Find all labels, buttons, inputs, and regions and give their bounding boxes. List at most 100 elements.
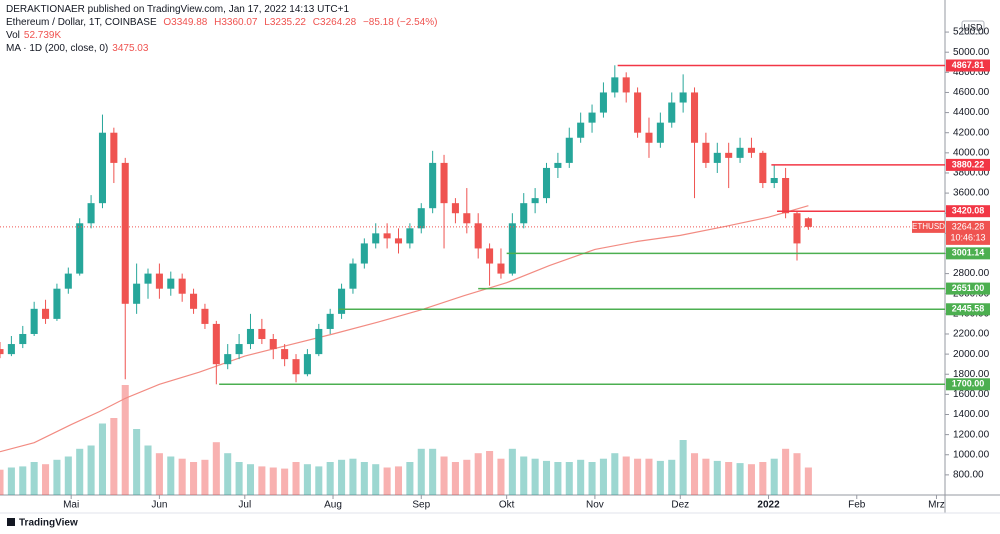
volume-bar — [429, 448, 437, 495]
candle-body — [599, 92, 607, 113]
volume-bar — [520, 456, 528, 495]
volume-bar — [64, 456, 72, 495]
candle-body — [372, 233, 380, 244]
volume-bar — [679, 440, 687, 495]
last-price: 3264.28 — [952, 221, 985, 231]
candle-body — [212, 323, 220, 365]
volume-bar — [98, 423, 106, 495]
volume-bar — [121, 385, 129, 495]
volume-bar — [144, 445, 152, 495]
x-tick-label: Okt — [499, 500, 515, 511]
x-tick-label: Dez — [671, 500, 689, 511]
candle-body — [702, 142, 710, 163]
volume-bar — [224, 453, 232, 495]
y-tick-label: 4000.00 — [953, 147, 990, 158]
volume-bar — [167, 456, 175, 495]
x-tick-label: Jun — [151, 500, 167, 511]
candle-body — [110, 132, 118, 163]
symbol-label: ETHUSD — [912, 222, 945, 231]
y-tick-label: 5000.00 — [953, 47, 990, 58]
volume-bar — [246, 464, 255, 495]
level-label-box — [946, 59, 990, 72]
candle-body — [770, 177, 778, 184]
change: −85.18 (−2.54%) — [362, 17, 438, 28]
candle-body — [360, 243, 368, 264]
y-tick-label: 5200.00 — [953, 27, 990, 38]
candle-body — [679, 92, 687, 103]
ma-label: MA · 1D (200, close, 0) — [6, 43, 109, 54]
candle-body — [634, 92, 642, 133]
candle-body — [531, 198, 539, 204]
volume-bar — [235, 462, 243, 495]
level-label: 3001.14 — [952, 248, 985, 258]
branding: TradingView — [19, 518, 78, 529]
candle-body — [201, 308, 209, 324]
level-label: 3880.22 — [952, 159, 985, 169]
volume-bar — [406, 462, 414, 495]
level-label: 2651.00 — [952, 283, 985, 293]
volume-bar — [770, 458, 778, 495]
volume-bar — [759, 462, 767, 495]
volume-bar — [474, 453, 482, 495]
candle-body — [87, 203, 95, 224]
volume-bar — [417, 448, 425, 495]
level-label: 3420.08 — [952, 206, 985, 216]
x-tick-label: Aug — [324, 500, 342, 511]
vol-row: Vol 52.739K — [6, 29, 441, 42]
candle-body — [76, 223, 84, 274]
candle-body — [303, 354, 311, 375]
candle-body — [429, 162, 437, 209]
candle-body — [497, 263, 505, 274]
candle-body — [645, 132, 653, 143]
y-tick-label: 1800.00 — [953, 369, 990, 380]
candle-body — [121, 162, 129, 304]
volume-bar — [372, 464, 380, 495]
volume-bar — [110, 418, 118, 495]
volume-bar — [486, 451, 494, 495]
candle-body — [258, 328, 266, 340]
volume-bar — [804, 467, 812, 495]
volume-bar — [326, 462, 334, 495]
moving-average — [0, 205, 809, 453]
x-tick-label: Mai — [63, 500, 79, 511]
candle-body — [281, 349, 289, 360]
volume-bar — [190, 462, 198, 495]
candle-body — [144, 273, 152, 284]
volume-bar — [463, 459, 471, 495]
level-label-box — [946, 247, 990, 260]
countdown: 10:46:13 — [950, 232, 985, 242]
candle-body — [246, 328, 255, 345]
candle-body — [224, 354, 232, 365]
x-tick-label: Feb — [848, 500, 866, 511]
candle-body — [349, 263, 357, 289]
volume-bar — [747, 464, 755, 495]
level-label: 1700.00 — [952, 379, 985, 389]
volume-bar — [599, 458, 607, 495]
volume-bar — [440, 456, 448, 495]
candle-body — [542, 167, 551, 199]
candle-body — [656, 122, 664, 143]
volume-bar — [394, 466, 403, 495]
volume-bar — [360, 462, 368, 495]
volume-bar — [269, 467, 277, 495]
y-tick-label: 3800.00 — [953, 168, 990, 179]
volume-bar — [690, 453, 699, 495]
y-tick-label: 2800.00 — [953, 268, 990, 279]
candle-body — [713, 152, 721, 163]
volume-bar — [383, 467, 391, 495]
level-label-box — [946, 282, 990, 295]
y-tick-label: 1000.00 — [953, 449, 990, 460]
candle-body — [326, 313, 334, 329]
candle-body — [406, 228, 414, 244]
volume-bar — [258, 466, 266, 495]
candle-body — [394, 238, 403, 244]
candle-body — [725, 152, 733, 158]
volume-bar — [508, 448, 516, 495]
symbol-row: Ethereum / Dollar, 1T, COINBASE O3349.88… — [6, 16, 441, 29]
candle-body — [155, 273, 163, 289]
candle-body — [269, 339, 277, 350]
candle-body — [736, 147, 744, 158]
volume-bar — [577, 459, 585, 495]
volume-bar — [645, 458, 653, 495]
